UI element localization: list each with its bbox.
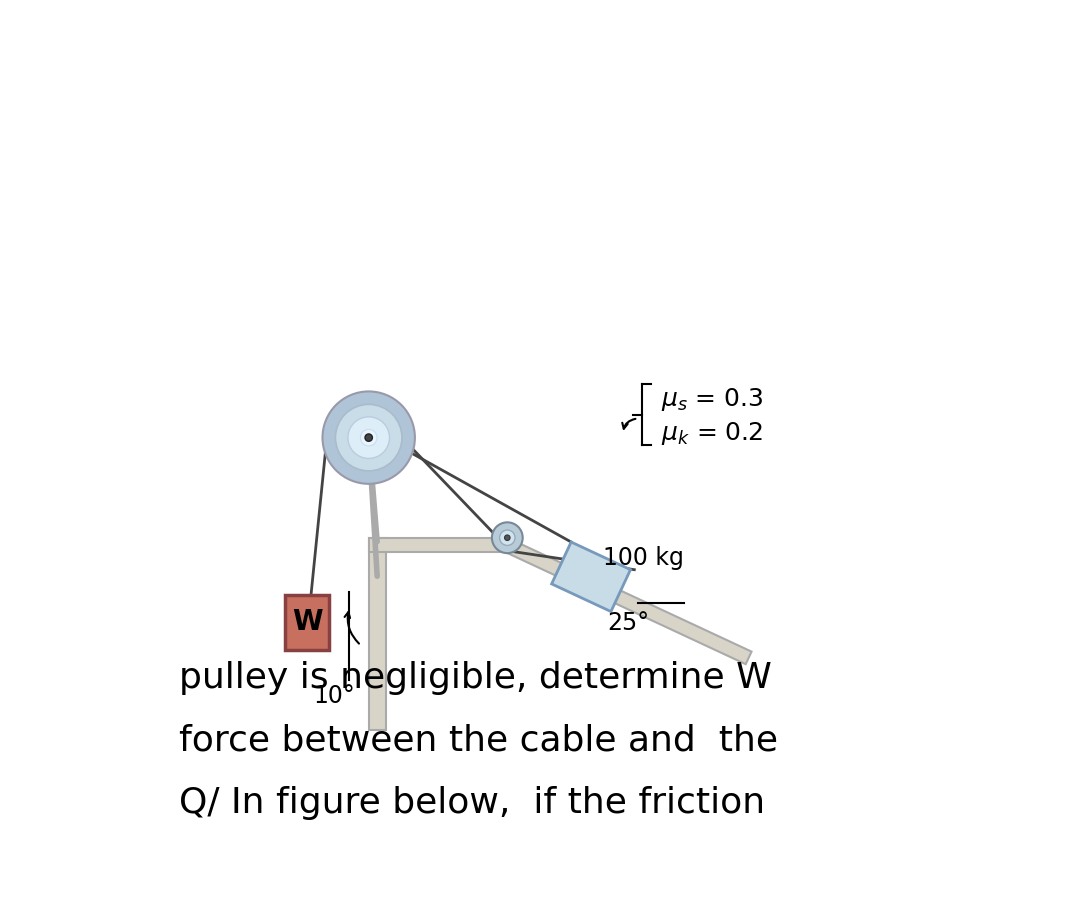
Circle shape	[500, 530, 515, 545]
Circle shape	[504, 535, 510, 541]
Text: W: W	[292, 609, 323, 637]
Text: 100 kg: 100 kg	[603, 545, 684, 570]
Polygon shape	[368, 538, 386, 730]
Text: $\mu_k$ = 0.2: $\mu_k$ = 0.2	[661, 420, 764, 447]
Text: force between the cable and  the: force between the cable and the	[179, 724, 779, 757]
Text: $\mu_s$ = 0.3: $\mu_s$ = 0.3	[661, 385, 764, 413]
Circle shape	[365, 434, 373, 442]
Polygon shape	[368, 538, 508, 551]
Text: 25°: 25°	[607, 610, 649, 635]
Polygon shape	[501, 538, 752, 664]
Circle shape	[323, 392, 415, 483]
Circle shape	[361, 429, 377, 446]
Text: Q/ In figure below,  if the friction: Q/ In figure below, if the friction	[179, 786, 766, 820]
Text: 10°: 10°	[313, 684, 355, 707]
Circle shape	[348, 417, 390, 458]
FancyBboxPatch shape	[285, 595, 329, 650]
Text: pulley is negligible, determine W: pulley is negligible, determine W	[179, 660, 772, 695]
Circle shape	[491, 522, 523, 553]
Polygon shape	[552, 542, 631, 611]
Circle shape	[336, 405, 402, 471]
